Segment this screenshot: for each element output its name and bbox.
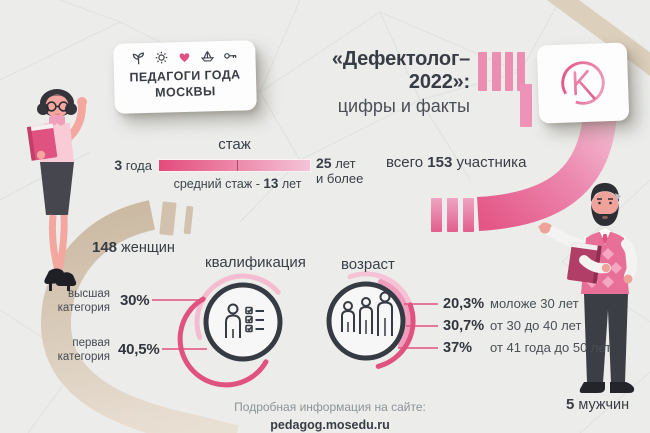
key-icon xyxy=(224,52,237,59)
age-label-2: от 30 до 40 лет xyxy=(490,318,582,333)
badge-title-line1: ПЕДАГОГИ ГОДА xyxy=(129,67,241,85)
person-checklist-icon xyxy=(225,303,264,338)
qualification-value-1: 30% xyxy=(120,292,150,309)
qualification-cat-2: первая категория xyxy=(57,337,110,363)
age-row-1: 20,3% моложе 30 лет xyxy=(443,296,579,312)
beige-corner-ribbon xyxy=(546,0,650,76)
man-illustration xyxy=(538,183,638,393)
sprout-icon xyxy=(132,51,144,64)
logo-accent-bar xyxy=(520,84,532,127)
badge-title-line2: МОСКВЫ xyxy=(154,84,216,100)
women-count: 148 женщин xyxy=(92,239,175,256)
mid-accent-bars xyxy=(431,198,474,232)
experience-average-label: средний стаж - 13 лет xyxy=(173,176,302,191)
heart-icon xyxy=(179,52,190,62)
age-row-3: 37% от 41 года до 50 лет xyxy=(443,340,611,356)
page-subtitle: цифры и факты xyxy=(337,96,470,116)
footer-note: Подробная информация на сайте: pedagog.m… xyxy=(175,398,485,433)
title-accent-bars xyxy=(478,52,525,91)
qualification-title: квалификация xyxy=(205,254,306,271)
age-value-3: 37% xyxy=(443,340,473,356)
age-groups-icon xyxy=(341,291,393,336)
participants-total: всего 153 участника xyxy=(386,154,527,171)
experience-label: стаж xyxy=(218,136,251,153)
footer-prefix: Подробная информация на сайте: xyxy=(234,400,426,414)
badge-icon-row xyxy=(113,47,255,66)
header-block: «Дефектолог– 2022»: цифры и факты xyxy=(268,48,470,117)
age-row-2: 30,7% от 30 до 40 лет xyxy=(443,318,581,334)
woman-illustration xyxy=(26,89,87,291)
experience-bar xyxy=(158,159,311,172)
beige-swoosh xyxy=(40,200,239,433)
experience-max-label: 25 лет и более xyxy=(316,155,364,186)
beige-dashes xyxy=(159,201,194,236)
age-value-2: 30,7% xyxy=(443,318,485,334)
qualification-chart xyxy=(152,273,283,388)
experience-min-label: 3 года xyxy=(114,157,152,173)
footer-site-link[interactable]: pedagog.mosedu.ru xyxy=(270,418,390,432)
qualification-cat-1: высшая категория xyxy=(57,288,110,314)
experience-average-marker xyxy=(236,160,239,171)
badge-card: ПЕДАГОГИ ГОДА МОСКВЫ xyxy=(113,40,257,114)
logo-card xyxy=(536,42,630,124)
age-label-1: моложе 30 лет xyxy=(490,296,579,311)
qualification-value-2: 40,5% xyxy=(118,341,160,358)
k-circle-logo-icon xyxy=(561,61,605,105)
paper-boat-icon xyxy=(200,50,215,62)
sun-icon xyxy=(155,51,168,63)
age-value-1: 20,3% xyxy=(443,296,485,312)
age-label-3: от 41 года до 50 лет xyxy=(490,340,612,355)
men-count: 5 мужчин xyxy=(566,396,630,413)
page-title: «Дефектолог– 2022»: xyxy=(331,48,470,93)
age-chart xyxy=(326,271,438,369)
age-title: возраст xyxy=(341,256,395,273)
